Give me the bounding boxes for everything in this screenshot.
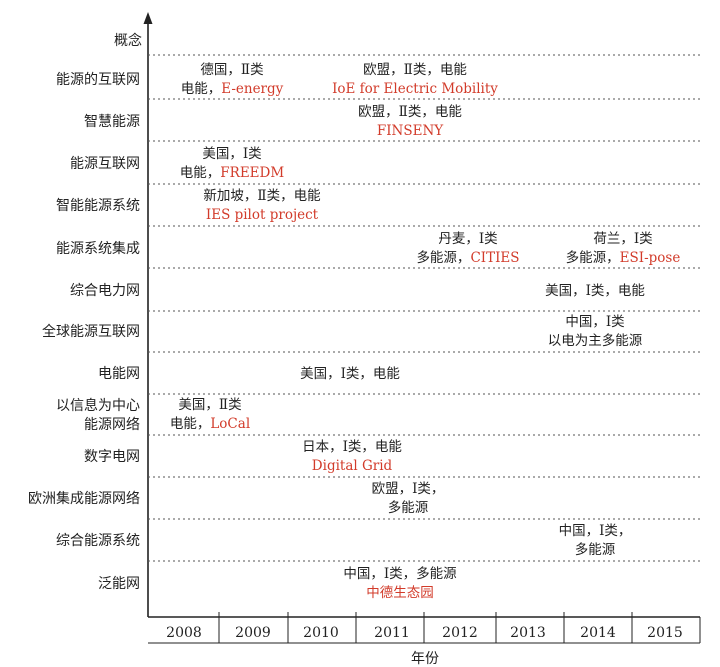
entry-project: 中德生态园 (366, 585, 434, 601)
entry-info: 新加坡，Ⅱ类，电能 (203, 188, 320, 204)
entry-info: 美国，Ⅰ类 (202, 146, 261, 162)
entry-project: 多能源 (388, 499, 429, 516)
entry-project: 多能源，ESI-pose (566, 249, 681, 266)
category-label: 能源系统集成 (56, 240, 140, 257)
category-label: 智能能源系统 (56, 198, 140, 214)
x-tick-label: 2008 (166, 625, 202, 641)
category-label: 能源互联网 (70, 156, 140, 172)
entry-project: FINSENY (377, 123, 444, 139)
entry-info: 丹麦，Ⅰ类 (438, 231, 497, 247)
entry-info: 中国，Ⅰ类， (559, 523, 632, 539)
entry-project: IES pilot project (206, 207, 319, 223)
y-axis-arrow-icon (143, 12, 153, 24)
x-tick-label: 2012 (442, 625, 478, 641)
entry-project: IoE for Electric Mobility (332, 81, 498, 97)
x-tick-label: 2009 (235, 625, 271, 641)
x-axis-label: 年份 (411, 651, 439, 667)
x-tick-label: 2014 (580, 625, 616, 641)
entry-info: 欧盟，Ⅱ类，电能 (363, 62, 467, 78)
entry-info: 中国，Ⅰ类 (565, 314, 624, 330)
x-tick-label: 2013 (510, 625, 546, 641)
entry-project: Digital Grid (312, 458, 393, 474)
entry-project: 多能源，CITIES (416, 249, 519, 266)
entry-info: 美国，Ⅰ类，电能 (545, 283, 645, 299)
entry-info: 欧盟，Ⅱ类，电能 (358, 104, 462, 120)
category-label: 全球能源互联网 (42, 323, 140, 340)
category-label: 欧洲集成能源网络 (28, 490, 140, 507)
category-label: 数字电网 (84, 449, 140, 465)
category-label: 泛能网 (98, 576, 140, 592)
category-label: 能源的互联网 (56, 72, 140, 88)
entry-project: 电能，E-energy (181, 81, 284, 97)
entry-project: 多能源 (575, 541, 616, 558)
entry-info: 德国，Ⅱ类 (200, 62, 263, 78)
category-label: 综合能源系统 (56, 533, 140, 549)
x-tick-label: 2010 (303, 625, 339, 641)
entry-info: 欧盟，Ⅰ类， (372, 481, 445, 497)
category-label: 综合电力网 (70, 283, 140, 299)
category-label: 智慧能源 (84, 114, 140, 130)
entry-info: 美国，Ⅱ类 (178, 397, 241, 413)
category-label: 电能网 (98, 366, 140, 382)
entry-info: 日本，Ⅰ类，电能 (302, 439, 402, 455)
entry-info: 美国，Ⅰ类，电能 (300, 366, 400, 382)
entry-project: 以电为主多能源 (548, 332, 643, 349)
entry-project: 电能，LoCal (170, 416, 250, 432)
x-tick-label: 2011 (374, 625, 410, 641)
entry-info: 中国，Ⅰ类，多能源 (343, 565, 457, 582)
entry-project: 电能，FREEDM (180, 165, 285, 181)
y-axis-label: 概念 (114, 32, 142, 49)
entry-info: 荷兰，Ⅰ类 (593, 231, 652, 247)
x-tick-label: 2015 (647, 625, 683, 641)
category-label: 以信息为中心能源网络 (56, 397, 140, 433)
